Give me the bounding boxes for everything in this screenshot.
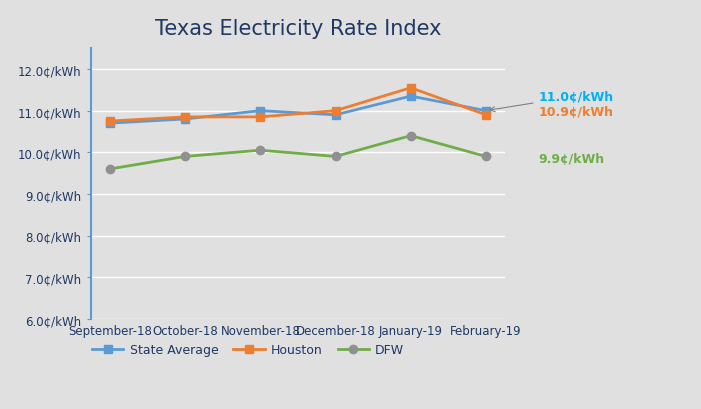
Legend: State Average, Houston, DFW: State Average, Houston, DFW	[87, 338, 409, 362]
DFW	[106, 167, 114, 172]
Text: 10.9¢/kWh: 10.9¢/kWh	[538, 106, 613, 119]
State Average	[181, 117, 189, 122]
DFW	[256, 148, 264, 153]
Houston	[332, 109, 340, 114]
Houston	[407, 86, 415, 91]
Line: DFW: DFW	[106, 132, 490, 174]
DFW	[482, 155, 490, 160]
Houston	[181, 115, 189, 120]
Line: State Average: State Average	[106, 93, 490, 128]
Text: 9.9¢/kWh: 9.9¢/kWh	[538, 153, 605, 166]
Houston	[482, 113, 490, 118]
State Average	[407, 94, 415, 99]
State Average	[106, 121, 114, 126]
DFW	[332, 155, 340, 160]
DFW	[181, 155, 189, 160]
Houston	[106, 119, 114, 124]
Line: Houston: Houston	[106, 84, 490, 126]
Houston	[256, 115, 264, 120]
State Average	[256, 109, 264, 114]
State Average	[332, 113, 340, 118]
Title: Texas Electricity Rate Index: Texas Electricity Rate Index	[155, 19, 441, 39]
DFW	[407, 134, 415, 139]
State Average	[482, 109, 490, 114]
Text: 11.0¢/kWh: 11.0¢/kWh	[490, 90, 613, 112]
